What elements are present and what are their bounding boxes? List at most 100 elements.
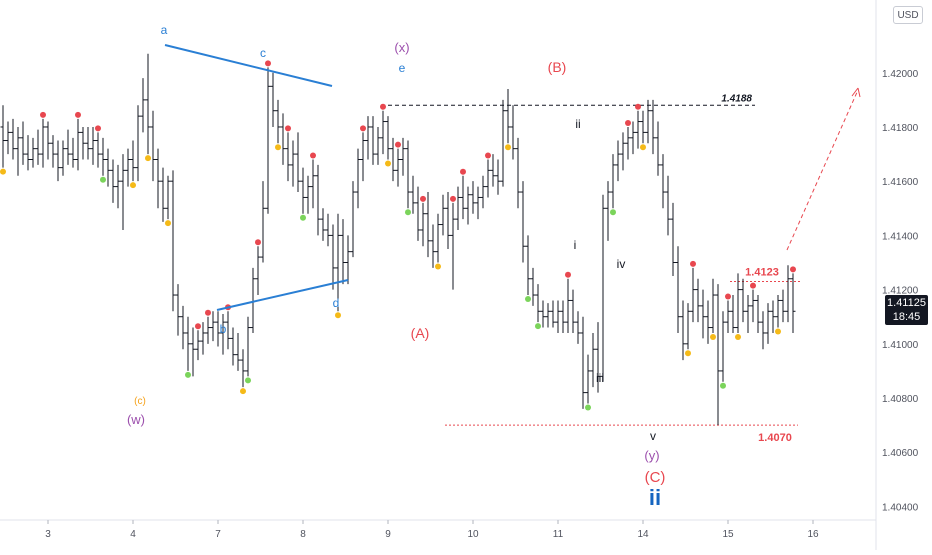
ohlc-bar <box>645 99 651 144</box>
ohlc-bar <box>145 53 151 155</box>
ohlc-bar <box>555 300 561 333</box>
signal-dot-green <box>185 371 191 378</box>
ohlc-bar <box>530 267 536 306</box>
x-tick-label: 8 <box>300 529 306 540</box>
ohlc-bar <box>745 295 751 333</box>
ohlc-bar <box>680 300 686 361</box>
signal-dot-yellow <box>240 388 246 395</box>
ohlc-bar <box>285 132 291 182</box>
triangle-lower-line <box>216 279 349 311</box>
wave-label-a: (A) <box>411 325 430 341</box>
signal-dot-red <box>75 111 81 118</box>
wave-label-i: i <box>574 238 577 252</box>
ohlc-bar <box>475 186 481 220</box>
ohlc-bar <box>685 303 691 350</box>
ohlc-bar <box>535 284 541 323</box>
ohlc-bar <box>30 137 36 168</box>
ohlc-bar <box>15 126 21 176</box>
wave-label-a: a <box>161 23 168 37</box>
ohlc-bar <box>165 175 171 220</box>
wave-label-c: (C) <box>645 469 666 486</box>
ohlc-bar <box>215 311 221 347</box>
signal-dot-red <box>40 111 46 118</box>
ohlc-bar <box>65 129 71 165</box>
currency-button[interactable]: USD <box>893 6 923 24</box>
level-label-3-4070: 1.4070 <box>758 432 792 444</box>
ohlc-bar <box>135 105 141 182</box>
signal-dot-yellow <box>735 333 741 340</box>
ohlc-bar <box>330 224 336 290</box>
wave-label-ii-big: ii <box>649 485 661 510</box>
ohlc-bar <box>735 273 741 333</box>
ohlc-bar <box>140 78 146 133</box>
signal-dot-yellow <box>385 160 391 167</box>
ohlc-bar <box>160 167 166 222</box>
wave-label-ii: ii <box>575 117 580 131</box>
ohlc-bar <box>600 194 606 382</box>
ohlc-bar <box>350 181 356 258</box>
signal-dot-red <box>285 125 291 132</box>
y-tick-label: 1.41000 <box>882 340 919 351</box>
ohlc-bar <box>370 116 376 165</box>
signal-dot-yellow <box>505 144 511 151</box>
signal-dot-red <box>360 125 366 132</box>
ohlc-bar <box>205 316 211 344</box>
signal-dot-red <box>635 103 641 110</box>
ohlc-bar <box>365 116 371 160</box>
ohlc-bar <box>295 132 301 193</box>
y-tick-label: 1.41400 <box>882 231 919 242</box>
y-tick-label: 1.40400 <box>882 502 919 513</box>
ohlc-bar <box>25 135 31 171</box>
ohlc-bar <box>625 126 631 160</box>
ohlc-bar <box>395 148 401 187</box>
ohlc-bar <box>220 314 226 355</box>
ohlc-bar <box>270 72 276 127</box>
ohlc-bar <box>435 213 441 263</box>
ohlc-bar <box>240 349 246 388</box>
wave-label-e: e <box>399 61 406 75</box>
ohlc-bar <box>310 159 316 209</box>
ohlc-bar <box>650 99 656 155</box>
ohlc-bar <box>400 137 406 176</box>
ohlc-bar <box>695 278 701 323</box>
ohlc-bar <box>610 154 616 209</box>
ohlc-bar <box>105 148 111 187</box>
ohlc-bar <box>730 295 736 333</box>
ohlc-bar <box>510 105 516 160</box>
signal-dot-red <box>450 195 456 202</box>
wave-label-iv: iv <box>617 257 626 271</box>
ohlc-bar <box>415 186 421 241</box>
ohlc-bar <box>525 235 531 296</box>
signal-dot-red <box>690 260 696 267</box>
ohlc-bar <box>480 175 486 209</box>
signal-dot-red <box>265 60 271 67</box>
ohlc-bar <box>120 154 126 230</box>
ohlc-bar <box>765 303 771 344</box>
ohlc-bar <box>170 170 176 312</box>
wave-label-iii: iii <box>596 371 604 385</box>
x-tick-label: 15 <box>722 529 734 540</box>
ohlc-bar <box>470 181 476 214</box>
ohlc-bar <box>225 311 231 350</box>
ohlc-bar <box>355 148 361 209</box>
ohlc-bar <box>410 175 416 214</box>
ohlc-bar <box>425 192 431 258</box>
ohlc-bar <box>420 202 426 247</box>
ohlc-bar <box>60 140 66 176</box>
ohlc-bar <box>320 208 326 241</box>
ohlc-bar <box>520 181 526 263</box>
ohlc-bar <box>210 311 216 342</box>
ohlc-bar <box>705 300 711 344</box>
ohlc-bar <box>345 235 351 285</box>
level-label-1-4188: 1.4188 <box>721 93 752 104</box>
ohlc-bar <box>45 121 51 160</box>
ohlc-bar <box>485 159 491 198</box>
ohlc-bar <box>580 316 586 409</box>
last-price-tag: 1.41125 18:45 <box>885 295 928 325</box>
ohlc-bar <box>260 181 266 263</box>
ohlc-bar <box>230 327 236 366</box>
signal-dot-red <box>95 125 101 132</box>
ohlc-bar <box>380 110 386 155</box>
signal-dot-red <box>395 141 401 148</box>
ohlc-bar <box>725 300 731 333</box>
